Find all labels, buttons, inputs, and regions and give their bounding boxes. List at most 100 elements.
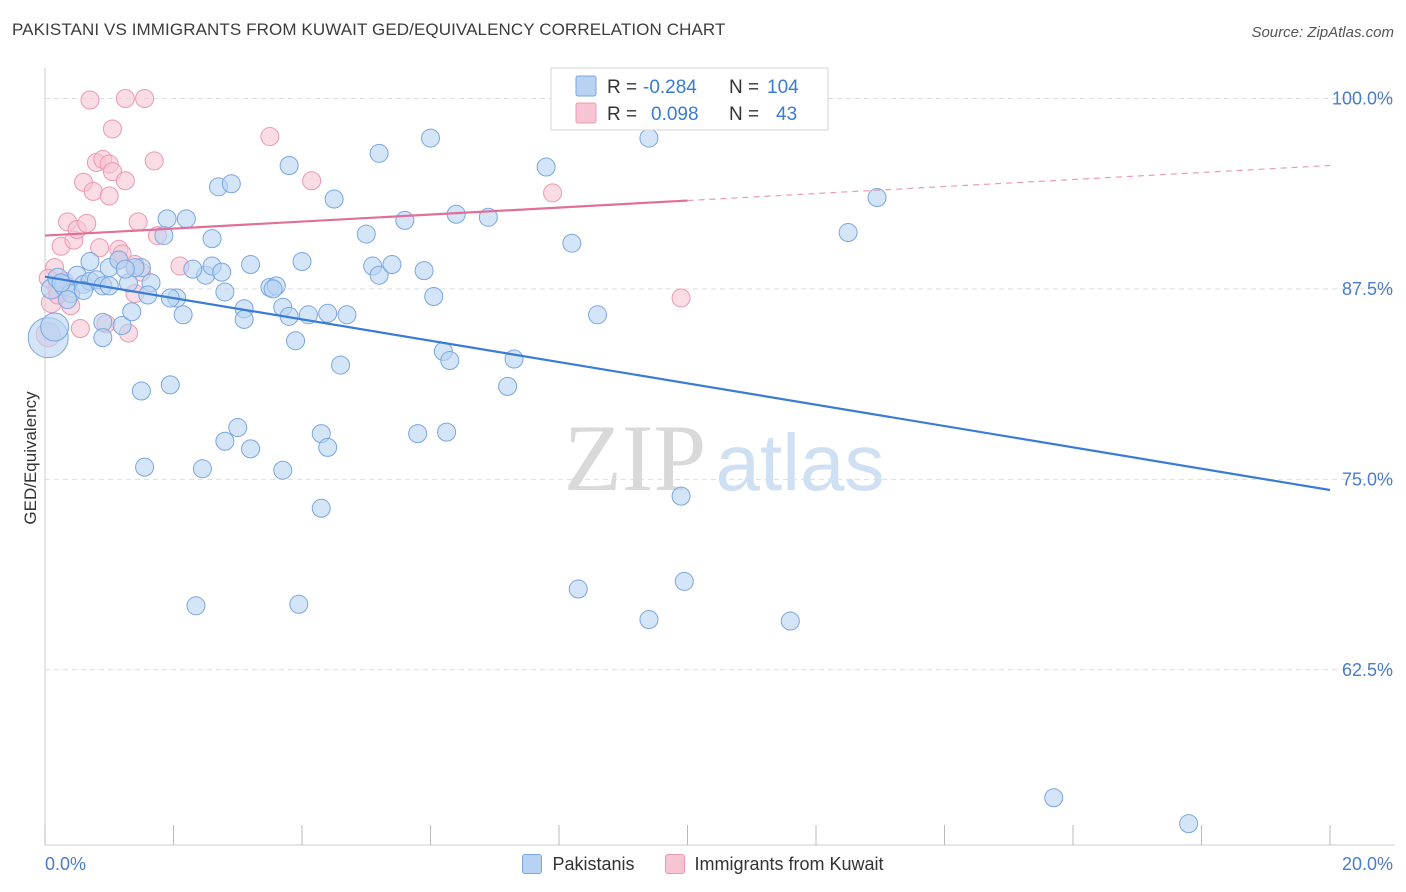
kuwait-point — [115, 171, 135, 191]
bottom-legend: Pakistanis Immigrants from Kuwait — [0, 850, 1406, 878]
pakistanis-point — [780, 611, 800, 631]
pakistanis-point — [1179, 814, 1199, 834]
legend-r-label-2: R = — [607, 104, 637, 125]
kuwait-point — [77, 213, 97, 233]
pakistanis-point — [639, 610, 659, 630]
legend-n-label-2: N = — [729, 104, 759, 125]
pakistanis-point — [395, 210, 415, 230]
pakistanis-point — [122, 302, 142, 322]
pakistanis-point — [80, 251, 100, 271]
pakistanis-point — [57, 290, 77, 310]
x-tick-label: 20.0% — [1342, 854, 1393, 874]
pakistanis-point — [202, 229, 222, 249]
axes — [44, 68, 1395, 846]
pakistanis-point — [421, 128, 440, 148]
pakistanis-point — [40, 312, 70, 342]
pakistanis-point — [369, 265, 389, 285]
kuwait-point — [115, 88, 135, 108]
kuwait-trend-line — [44, 199, 688, 237]
kuwait-point — [90, 238, 110, 258]
legend-label-pakistanis: Pakistanis — [552, 853, 635, 874]
legend-r-value-2: 0.098 — [651, 104, 699, 125]
pakistanis-point — [408, 424, 428, 444]
pakistanis-point — [289, 594, 309, 614]
grid-lines — [45, 97, 1395, 671]
pakistanis-point — [440, 351, 460, 371]
pakistanis-point — [369, 143, 389, 163]
legend-r-label-1: R = — [607, 77, 637, 98]
pakistanis-point — [324, 189, 344, 209]
pakistanis-point — [241, 439, 261, 459]
kuwait-point — [135, 88, 155, 108]
pakistanis-point — [183, 259, 203, 279]
pakistanis-point — [112, 315, 132, 335]
pakistanis-point — [588, 305, 608, 325]
pakistanis-point — [157, 209, 177, 229]
x-tick-label: 0.0% — [45, 854, 86, 874]
pakistanis-point — [74, 280, 94, 300]
legend-r-value-1: -0.284 — [643, 77, 697, 98]
pakistanis-point — [414, 261, 434, 281]
kuwait-point — [102, 162, 122, 182]
pakistanis-point — [93, 328, 113, 348]
legend-n-label-1: N = — [729, 77, 759, 98]
source-label: Source: ZipAtlas.com — [1251, 24, 1394, 41]
legend-item-kuwait: Immigrants from Kuwait — [664, 853, 884, 875]
pakistanis-point — [318, 437, 338, 457]
watermark-atlas: atlas — [716, 418, 885, 507]
kuwait-point — [80, 90, 100, 110]
pakistanis-point — [318, 303, 338, 323]
trend-lines — [44, 164, 1331, 492]
kuwait-trend-extension — [687, 164, 1331, 202]
legend-n-value-2: 43 — [776, 104, 797, 125]
pakistanis-point — [241, 255, 261, 275]
pakistanis-point — [562, 233, 582, 253]
legend-label-kuwait: Immigrants from Kuwait — [694, 853, 884, 874]
y-axis-label: GED/Equivalency — [21, 391, 40, 525]
pakistanis-point — [356, 224, 376, 244]
y-tick-label: 75.0% — [1342, 469, 1393, 489]
legend-swatch-blue — [575, 75, 597, 97]
kuwait-point — [99, 186, 119, 206]
stats-legend: R = -0.284 N = 104 R = 0.098 N = 43 — [550, 67, 829, 131]
kuwait-point — [543, 183, 563, 203]
pakistanis-point — [173, 305, 193, 325]
legend-swatch-pink — [575, 102, 597, 124]
pakistanis-point — [498, 376, 518, 396]
pakistanis-point — [215, 431, 235, 451]
pakistanis-point — [286, 331, 306, 351]
pakistanis-point — [51, 273, 71, 293]
y-tick-label: 87.5% — [1342, 279, 1393, 299]
pakistanis-point — [228, 418, 248, 438]
pakistanis-point — [337, 305, 357, 325]
x-tick-labels: 0.0% 20.0% — [45, 854, 1393, 874]
y-tick-label: 100.0% — [1332, 88, 1393, 108]
pakistanis-point — [212, 262, 232, 282]
legend-swatch-kuwait — [664, 854, 685, 874]
pakistanis-point — [1044, 788, 1064, 808]
pakistanis-point — [192, 459, 212, 479]
pakistanis-point — [234, 309, 254, 329]
pakistanis-point — [478, 207, 498, 227]
pakistanis-point — [424, 287, 444, 307]
legend-swatch-pakistanis — [522, 854, 543, 874]
kuwait-point — [302, 171, 322, 191]
pakistanis-point — [437, 422, 457, 442]
y-tick-label: 62.5% — [1342, 660, 1393, 680]
pakistanis-point — [331, 355, 351, 375]
pakistanis-point — [273, 460, 293, 480]
pakistanis-point — [311, 498, 331, 518]
kuwait-point — [144, 151, 164, 171]
pakistanis-point — [568, 579, 588, 599]
y-tick-labels: 100.0% 87.5% 75.0% 62.5% — [1332, 88, 1393, 679]
kuwait-point — [260, 127, 280, 147]
pakistanis-point — [186, 596, 206, 616]
watermark: ZIP atlas — [564, 405, 885, 511]
kuwait-point — [70, 319, 90, 339]
pakistanis-point — [292, 251, 312, 271]
kuwait-point — [671, 288, 691, 308]
pakistanis-point — [221, 174, 241, 194]
pakistanis-point — [279, 156, 299, 176]
pakistanis-point — [263, 279, 283, 299]
